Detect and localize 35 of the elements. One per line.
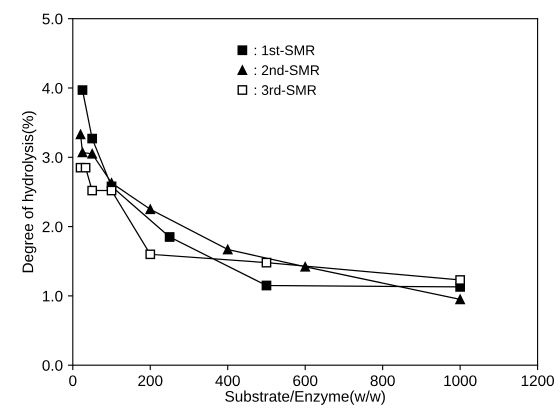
y-tick-label: 4.0	[42, 82, 62, 94]
point	[87, 134, 98, 144]
point	[80, 162, 90, 173]
point	[262, 258, 272, 268]
x-tick-label: 1200	[522, 375, 554, 386]
x-tick-label: 600	[293, 375, 318, 386]
y-axis-title: Degree of hydrolysis(%)	[22, 111, 36, 272]
y-tick-label: 3.0	[42, 152, 62, 163]
legend-label: : 3rd-SMR	[254, 84, 316, 96]
point	[76, 130, 86, 140]
x-tick-label: 800	[370, 375, 395, 386]
point	[455, 275, 465, 285]
point	[222, 244, 233, 254]
point	[300, 262, 310, 272]
legend-label: : 2nd-SMR	[254, 64, 320, 76]
legend-label: : 1st-SMR	[254, 45, 315, 56]
point	[106, 186, 116, 196]
x-tick-label: 200	[138, 375, 162, 386]
y-tick-label: 1.0	[43, 290, 62, 302]
point	[78, 85, 88, 95]
x-tick-label: 0	[69, 375, 76, 386]
x-tick-label: 1000	[444, 375, 477, 386]
point	[145, 249, 156, 260]
x-tick-label: 400	[215, 375, 240, 386]
y-tick-label: 2.0	[42, 221, 62, 232]
point	[262, 280, 272, 290]
point	[145, 204, 156, 214]
point	[87, 186, 98, 196]
point	[164, 232, 174, 242]
x-axis-title: Substrate/Enzyme(w/w)	[225, 390, 385, 405]
point	[78, 148, 88, 158]
point	[87, 148, 98, 159]
point	[455, 294, 465, 304]
y-tick-label: 5.0	[42, 14, 62, 24]
y-tick-label: 0.0	[42, 360, 62, 371]
